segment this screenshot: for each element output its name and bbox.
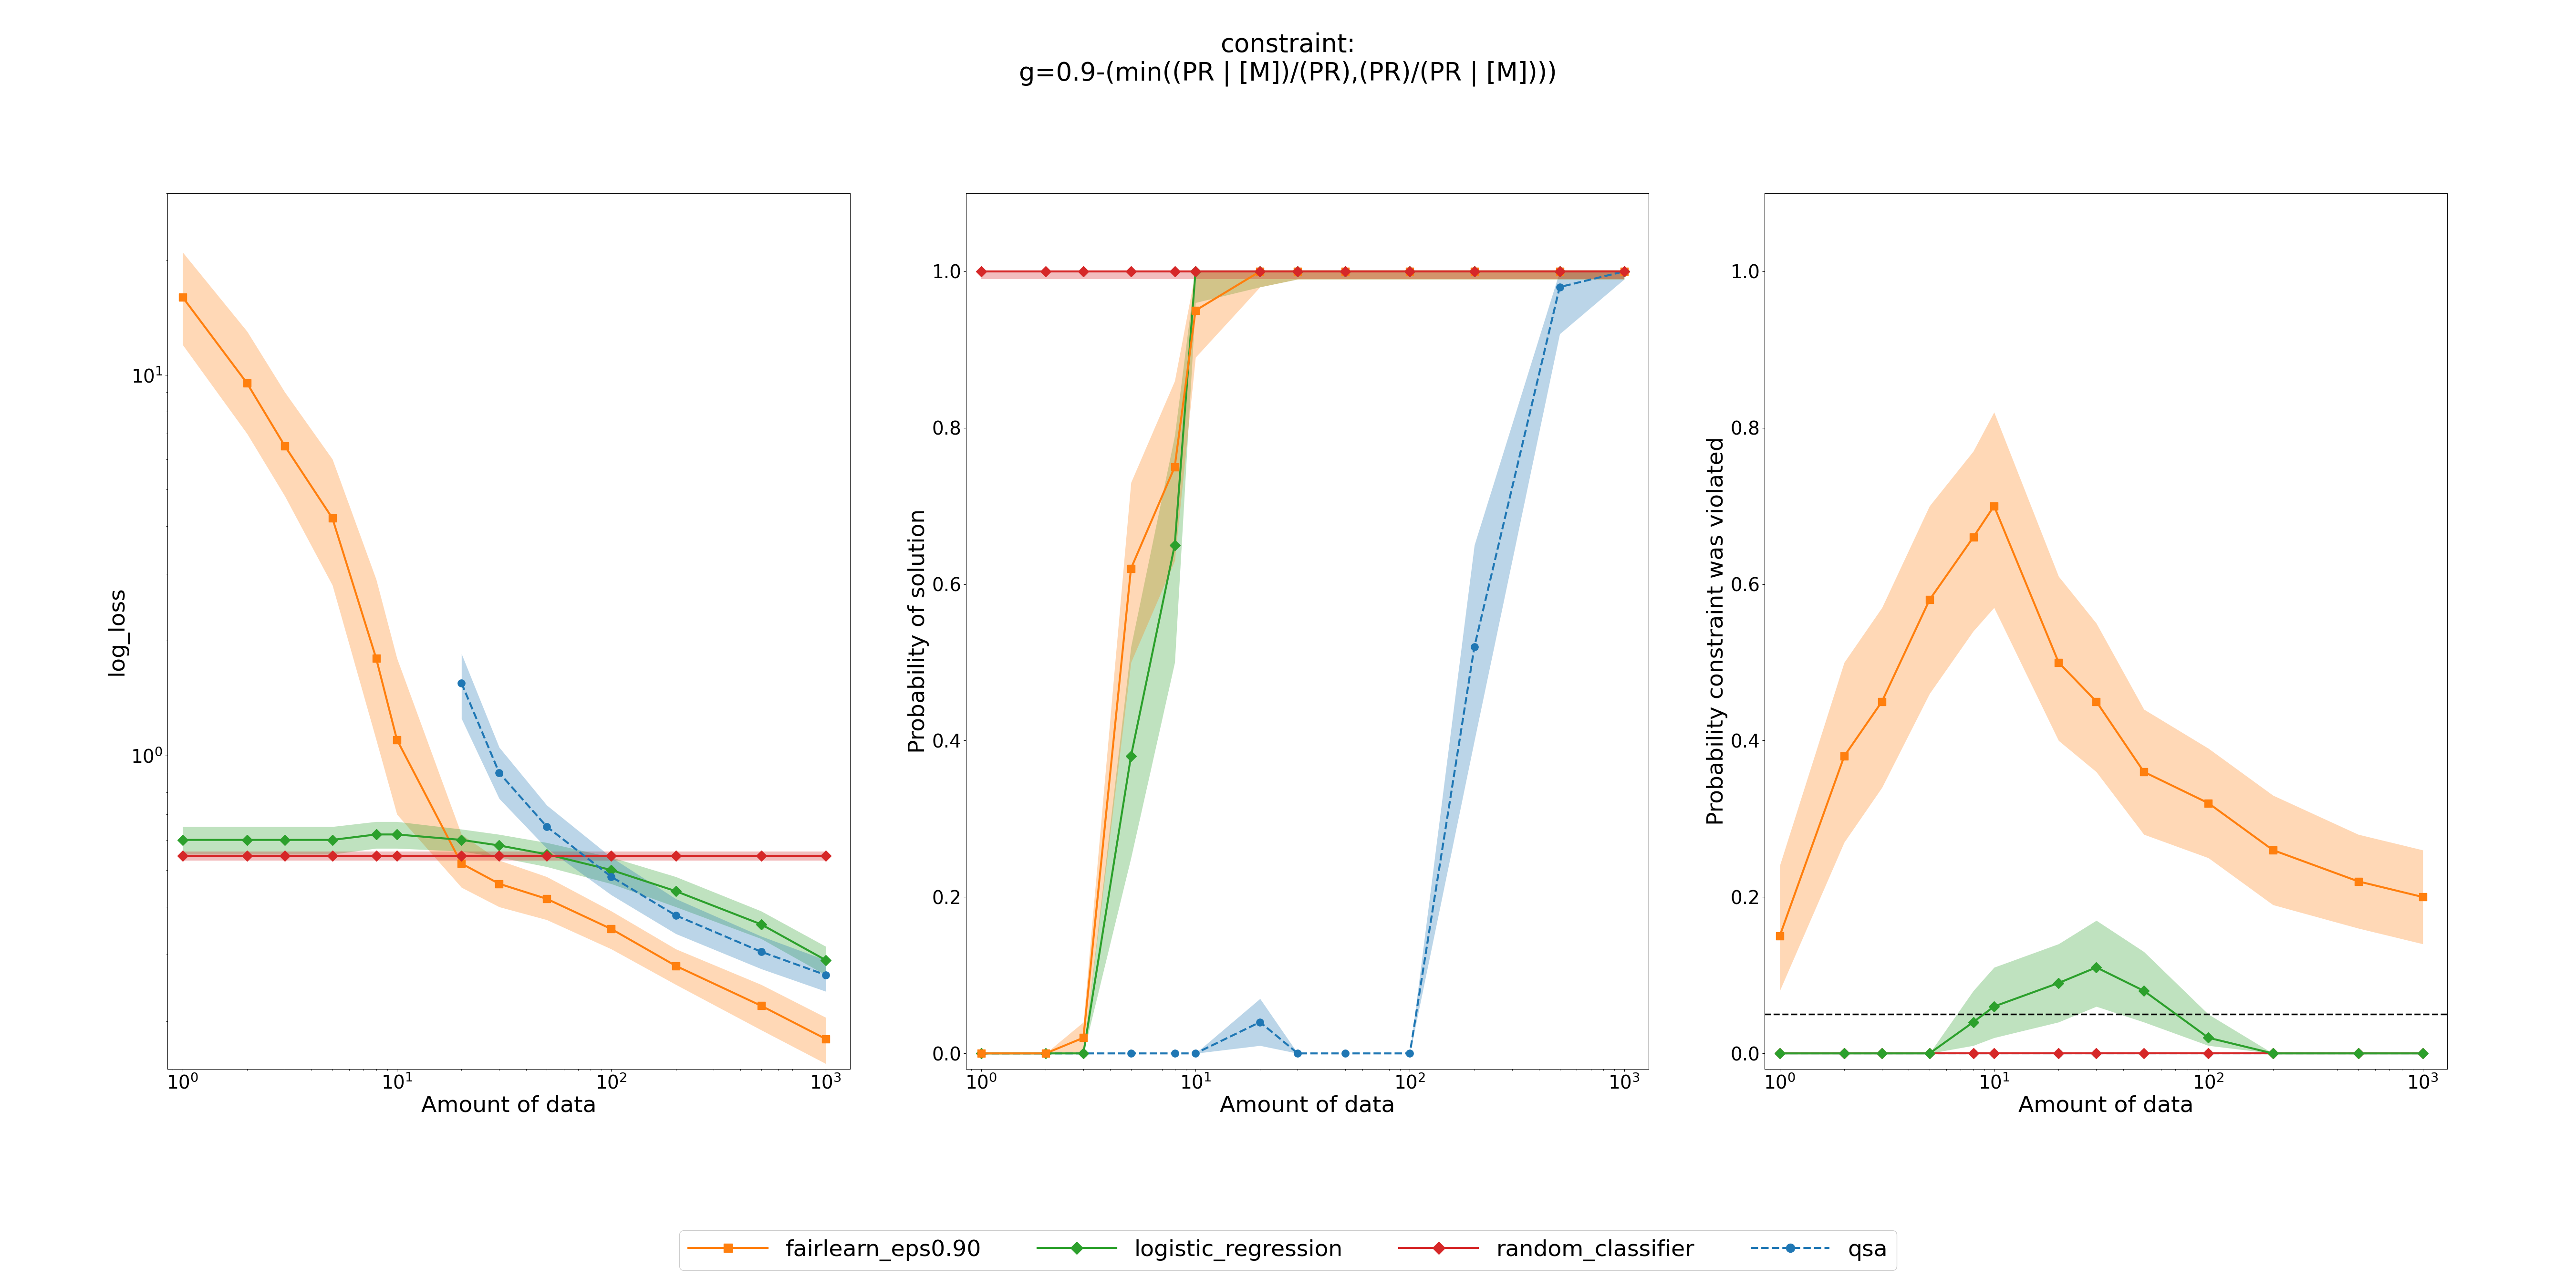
X-axis label: Amount of data: Amount of data [420,1095,598,1117]
X-axis label: Amount of data: Amount of data [1218,1095,1396,1117]
X-axis label: Amount of data: Amount of data [2017,1095,2195,1117]
Legend: fairlearn_eps0.90, logistic_regression, random_classifier, qsa: fairlearn_eps0.90, logistic_regression, … [680,1230,1896,1270]
Text: constraint:
g=0.9-(min((PR | [M])/(PR),(PR)/(PR | [M]))): constraint: g=0.9-(min((PR | [M])/(PR),(… [1020,32,1556,86]
Y-axis label: Probability constraint was violated: Probability constraint was violated [1705,437,1728,826]
Y-axis label: log_loss: log_loss [106,586,129,676]
Y-axis label: Probability of solution: Probability of solution [907,509,930,753]
